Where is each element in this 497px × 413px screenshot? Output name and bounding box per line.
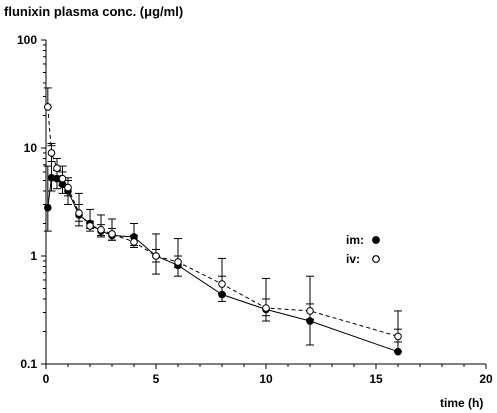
series-layer	[43, 87, 402, 356]
data-point	[58, 174, 67, 183]
legend-marker	[372, 255, 380, 263]
series-line	[47, 106, 399, 337]
x-tick-label: 0	[43, 372, 50, 386]
data-point	[174, 258, 182, 266]
data-point	[394, 347, 402, 356]
data-point	[218, 280, 226, 288]
data-point	[262, 304, 270, 312]
data-point	[394, 332, 402, 341]
legend: im: iv:	[346, 233, 380, 266]
legend-marker	[372, 236, 380, 244]
data-point	[64, 183, 72, 192]
series-iv	[43, 87, 402, 343]
x-tick-label: 5	[153, 372, 160, 386]
data-point	[130, 238, 138, 246]
data-point	[306, 307, 314, 315]
data-point	[44, 203, 52, 212]
y-tick-label: 0.1	[20, 357, 37, 371]
axes: 0 5 10 15 20 0.1 1 10 100	[17, 33, 493, 386]
series-im	[43, 145, 402, 356]
data-point	[97, 225, 105, 234]
data-point	[108, 230, 116, 238]
data-point	[86, 222, 94, 230]
y-tick-label: 100	[17, 33, 37, 47]
legend-label: iv:	[346, 252, 360, 266]
x-axis-label: time (h)	[440, 396, 484, 410]
data-point	[53, 164, 61, 173]
y-tick-label: 1	[30, 249, 37, 263]
data-point	[47, 149, 56, 157]
y-axis-label: flunixin plasma conc. (μg/ml)	[4, 4, 184, 19]
legend-label: im:	[346, 233, 364, 247]
data-point	[44, 103, 52, 111]
x-tick-label: 20	[479, 372, 493, 386]
data-point	[152, 252, 160, 260]
data-point	[75, 209, 83, 217]
x-tick-label: 15	[369, 372, 383, 386]
x-tick-label: 10	[259, 372, 273, 386]
y-tick-label: 10	[24, 141, 38, 155]
series-line	[47, 177, 399, 353]
